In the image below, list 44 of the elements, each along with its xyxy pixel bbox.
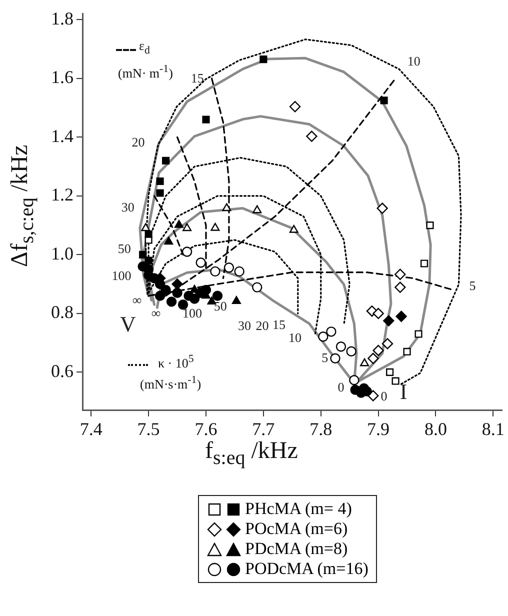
annotation: ∞ bbox=[151, 305, 161, 320]
annotation: I bbox=[400, 378, 408, 404]
annotation: 20 bbox=[256, 318, 269, 334]
annotation: (mN· m$^{-1}$) bbox=[118, 63, 173, 82]
x-tick-label: 7.5 bbox=[137, 418, 160, 439]
annotation: (mN·s·m$^{-1}$) bbox=[140, 374, 202, 392]
annotation: 100 bbox=[112, 268, 132, 283]
y-tick-label: 0.6 bbox=[51, 360, 74, 381]
annotation: 30 bbox=[121, 200, 134, 215]
annotation: V bbox=[120, 312, 136, 337]
x-tick-label: 8.1 bbox=[482, 418, 504, 439]
annotation: 50 bbox=[118, 241, 131, 256]
annotation: 30 bbox=[238, 318, 251, 334]
y-tick-label: 1.8 bbox=[51, 8, 74, 28]
annotation: ∞ bbox=[132, 292, 142, 308]
annotation: ε$_{d}$ bbox=[139, 38, 150, 57]
y-tick-label: 1.2 bbox=[51, 184, 74, 205]
annotation: 0 bbox=[338, 379, 344, 394]
x-tick-label: 8.0 bbox=[424, 418, 447, 439]
x-tick-label: 7.6 bbox=[194, 418, 218, 439]
y-tick-label: 0.8 bbox=[51, 302, 74, 322]
legend-label: PHcMA (m= 4) bbox=[245, 499, 352, 519]
annotation: 20 bbox=[132, 134, 145, 150]
legend-label: POcMA (m=6) bbox=[245, 519, 348, 539]
annotation: 5 bbox=[469, 278, 476, 293]
annotation: 15 bbox=[272, 317, 286, 332]
annotation: 50 bbox=[214, 298, 227, 314]
y-tick-label: 1.6 bbox=[51, 67, 74, 88]
annotation: 10 bbox=[288, 330, 302, 346]
annotation: 10 bbox=[407, 54, 420, 69]
annotation: κ · 10$^{5}$ bbox=[158, 353, 194, 372]
y-tick-label: 1.4 bbox=[51, 126, 74, 146]
x-tick-label: 7.8 bbox=[310, 418, 332, 439]
x-tick-label: 7.7 bbox=[252, 418, 275, 439]
x-tick-label: 7.4 bbox=[80, 418, 102, 439]
x-tick-label: 7.9 bbox=[367, 418, 390, 439]
annotation: 0 bbox=[380, 388, 388, 404]
legend-label: PDcMA (m=8) bbox=[245, 539, 348, 559]
annotation: 100 bbox=[182, 305, 202, 320]
annotation: 15 bbox=[190, 70, 204, 86]
y-tick-label: 1.0 bbox=[51, 243, 74, 264]
legend-label: PODcMA (m=16) bbox=[245, 559, 368, 579]
annotation: 5 bbox=[322, 350, 328, 365]
x-axis-title: f$_{s:eq}$ /kHz bbox=[205, 438, 298, 470]
